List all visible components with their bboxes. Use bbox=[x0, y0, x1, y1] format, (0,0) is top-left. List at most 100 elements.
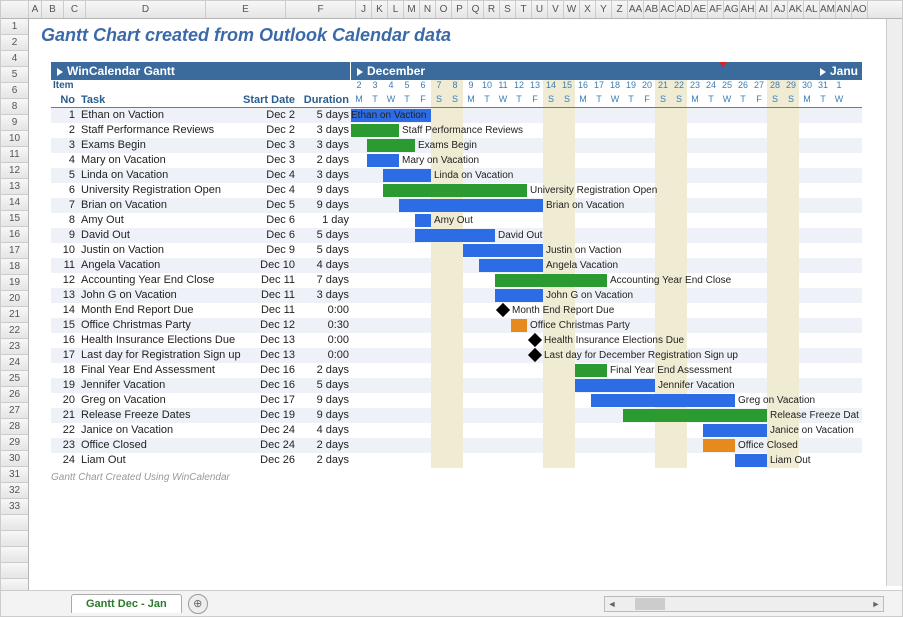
table-row[interactable]: 23 Office Closed Dec 24 2 days Office Cl… bbox=[51, 438, 862, 453]
table-row[interactable]: 15 Office Christmas Party Dec 12 0:30 Of… bbox=[51, 318, 862, 333]
col-header[interactable]: U bbox=[532, 1, 548, 18]
row-header[interactable]: 20 bbox=[1, 291, 29, 307]
gantt-bar[interactable] bbox=[351, 124, 399, 137]
gantt-bar[interactable] bbox=[735, 454, 767, 467]
col-header[interactable]: E bbox=[206, 1, 286, 18]
col-header[interactable]: D bbox=[86, 1, 206, 18]
row-header[interactable]: 24 bbox=[1, 355, 29, 371]
gantt-bar[interactable] bbox=[495, 274, 607, 287]
col-header[interactable]: W bbox=[564, 1, 580, 18]
col-header[interactable]: AL bbox=[804, 1, 820, 18]
table-row[interactable]: 2 Staff Performance Reviews Dec 2 3 days… bbox=[51, 123, 862, 138]
col-header[interactable]: Y bbox=[596, 1, 612, 18]
col-header[interactable]: AM bbox=[820, 1, 836, 18]
col-header[interactable]: N bbox=[420, 1, 436, 18]
gantt-bar[interactable] bbox=[511, 319, 527, 332]
row-header[interactable]: 31 bbox=[1, 467, 29, 483]
row-header[interactable]: 17 bbox=[1, 243, 29, 259]
row-header[interactable]: 23 bbox=[1, 339, 29, 355]
gantt-bar[interactable] bbox=[591, 394, 735, 407]
gantt-bar[interactable] bbox=[575, 364, 607, 377]
col-header[interactable]: P bbox=[452, 1, 468, 18]
col-header[interactable]: AK bbox=[788, 1, 804, 18]
col-header[interactable]: AD bbox=[676, 1, 692, 18]
row-header[interactable]: 21 bbox=[1, 307, 29, 323]
table-row[interactable]: 21 Release Freeze Dates Dec 19 9 days Re… bbox=[51, 408, 862, 423]
row-header[interactable]: 27 bbox=[1, 403, 29, 419]
col-header[interactable]: Q bbox=[468, 1, 484, 18]
gantt-bar[interactable] bbox=[399, 199, 543, 212]
row-header[interactable]: 18 bbox=[1, 259, 29, 275]
row-header[interactable]: 33 bbox=[1, 499, 29, 515]
col-header[interactable]: K bbox=[372, 1, 388, 18]
col-header[interactable]: O bbox=[436, 1, 452, 18]
col-header[interactable]: X bbox=[580, 1, 596, 18]
col-header[interactable]: J bbox=[356, 1, 372, 18]
row-header[interactable]: 15 bbox=[1, 211, 29, 227]
table-row[interactable]: 7 Brian on Vacation Dec 5 9 days Brian o… bbox=[51, 198, 862, 213]
row-header[interactable]: 8 bbox=[1, 99, 29, 115]
col-header[interactable]: AN bbox=[836, 1, 852, 18]
col-header[interactable]: AG bbox=[724, 1, 740, 18]
vertical-scrollbar[interactable] bbox=[886, 19, 902, 586]
row-header[interactable]: 10 bbox=[1, 131, 29, 147]
add-sheet-button[interactable]: ⊕ bbox=[188, 594, 208, 614]
gantt-bar[interactable] bbox=[383, 184, 527, 197]
expand-icon[interactable] bbox=[57, 68, 63, 76]
gantt-bar[interactable] bbox=[367, 154, 399, 167]
col-header[interactable]: AJ bbox=[772, 1, 788, 18]
col-header[interactable]: Z bbox=[612, 1, 628, 18]
table-row[interactable]: 10 Justin on Vaction Dec 9 5 days Justin… bbox=[51, 243, 862, 258]
table-row[interactable]: 3 Exams Begin Dec 3 3 days Exams Begin bbox=[51, 138, 862, 153]
table-row[interactable]: 5 Linda on Vacation Dec 4 3 days Linda o… bbox=[51, 168, 862, 183]
gantt-bar[interactable] bbox=[415, 214, 431, 227]
table-row[interactable]: 11 Angela Vacation Dec 10 4 days Angela … bbox=[51, 258, 862, 273]
gantt-bar[interactable] bbox=[479, 259, 543, 272]
row-header[interactable]: 9 bbox=[1, 115, 29, 131]
table-row[interactable]: 4 Mary on Vacation Dec 3 2 days Mary on … bbox=[51, 153, 862, 168]
gantt-bar[interactable] bbox=[703, 424, 767, 437]
row-header[interactable]: 2 bbox=[1, 35, 29, 51]
row-header[interactable]: 22 bbox=[1, 323, 29, 339]
row-header[interactable]: 28 bbox=[1, 419, 29, 435]
gantt-bar[interactable] bbox=[703, 439, 735, 452]
table-row[interactable]: 14 Month End Report Due Dec 11 0:00 Mont… bbox=[51, 303, 862, 318]
table-row[interactable]: 16 Health Insurance Elections Due Dec 13… bbox=[51, 333, 862, 348]
table-row[interactable]: 19 Jennifer Vacation Dec 16 5 days Jenni… bbox=[51, 378, 862, 393]
row-header[interactable]: 6 bbox=[1, 83, 29, 99]
row-header[interactable]: 5 bbox=[1, 67, 29, 83]
gantt-bar[interactable] bbox=[575, 379, 655, 392]
row-header[interactable]: 19 bbox=[1, 275, 29, 291]
row-header[interactable]: 30 bbox=[1, 451, 29, 467]
table-row[interactable]: 13 John G on Vacation Dec 11 3 days John… bbox=[51, 288, 862, 303]
table-row[interactable]: 20 Greg on Vacation Dec 17 9 days Greg o… bbox=[51, 393, 862, 408]
col-header[interactable]: V bbox=[548, 1, 564, 18]
scroll-left-icon[interactable]: ◄ bbox=[605, 599, 619, 609]
table-row[interactable]: 6 University Registration Open Dec 4 9 d… bbox=[51, 183, 862, 198]
table-row[interactable]: 24 Liam Out Dec 26 2 days Liam Out bbox=[51, 453, 862, 468]
col-header[interactable]: R bbox=[484, 1, 500, 18]
table-row[interactable]: 22 Janice on Vacation Dec 24 4 days Jani… bbox=[51, 423, 862, 438]
col-header[interactable]: AA bbox=[628, 1, 644, 18]
expand-icon[interactable] bbox=[357, 68, 363, 76]
col-header[interactable]: B bbox=[42, 1, 64, 18]
gantt-bar[interactable] bbox=[415, 229, 495, 242]
row-header[interactable]: 11 bbox=[1, 147, 29, 163]
scroll-thumb[interactable] bbox=[635, 598, 665, 610]
gantt-bar[interactable] bbox=[623, 409, 767, 422]
col-header[interactable]: T bbox=[516, 1, 532, 18]
row-header[interactable]: 32 bbox=[1, 483, 29, 499]
table-row[interactable]: 18 Final Year End Assessment Dec 16 2 da… bbox=[51, 363, 862, 378]
sheet-tab-active[interactable]: Gantt Dec - Jan bbox=[71, 594, 182, 613]
gantt-bar[interactable] bbox=[367, 139, 415, 152]
col-header[interactable]: S bbox=[500, 1, 516, 18]
row-header[interactable]: 26 bbox=[1, 387, 29, 403]
col-header[interactable]: M bbox=[404, 1, 420, 18]
table-row[interactable]: 12 Accounting Year End Close Dec 11 7 da… bbox=[51, 273, 862, 288]
col-header[interactable]: AE bbox=[692, 1, 708, 18]
col-header[interactable]: L bbox=[388, 1, 404, 18]
col-header[interactable]: A bbox=[29, 1, 42, 18]
row-header[interactable]: 16 bbox=[1, 227, 29, 243]
table-row[interactable]: 17 Last day for Registration Sign up Dec… bbox=[51, 348, 862, 363]
col-header[interactable]: F bbox=[286, 1, 356, 18]
